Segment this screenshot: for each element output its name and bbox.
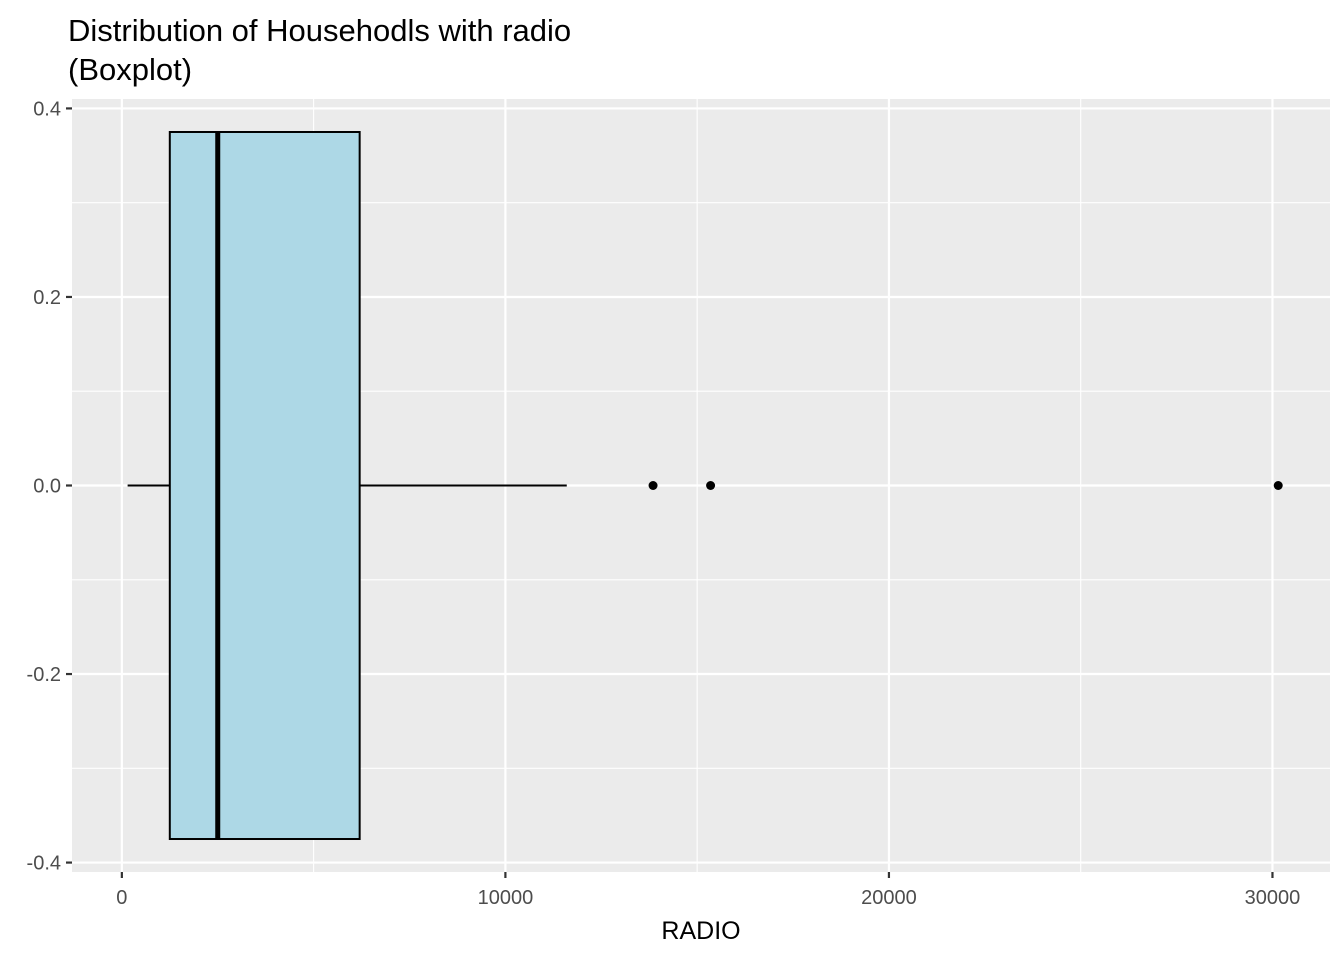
x-tick-label: 20000 xyxy=(861,887,917,909)
x-tick-label: 0 xyxy=(116,887,127,909)
outlier-point xyxy=(706,481,716,490)
y-tick-label: 0.0 xyxy=(33,476,61,498)
boxplot-marks xyxy=(127,130,1283,841)
outlier-point xyxy=(1273,481,1283,490)
x-axis-ticks: 0 10000 20000 30000 xyxy=(116,872,1300,909)
x-tick-label: 10000 xyxy=(478,887,534,909)
x-tick-label: 30000 xyxy=(1245,887,1301,909)
y-tick-label: -0.2 xyxy=(27,664,61,686)
iqr-box xyxy=(168,130,361,841)
chart-title-line-2: (Boxplot) xyxy=(68,52,192,87)
y-tick-label: -0.4 xyxy=(27,853,61,875)
chart-title-line-1: Distribution of Househodls with radio xyxy=(68,13,571,48)
outlier-point xyxy=(648,481,658,490)
y-axis-ticks: -0.4 -0.2 0.0 0.2 0.4 xyxy=(27,98,72,875)
y-tick-label: 0.4 xyxy=(33,98,61,120)
y-tick-label: 0.2 xyxy=(33,287,61,309)
x-axis-title: RADIO xyxy=(661,917,740,945)
